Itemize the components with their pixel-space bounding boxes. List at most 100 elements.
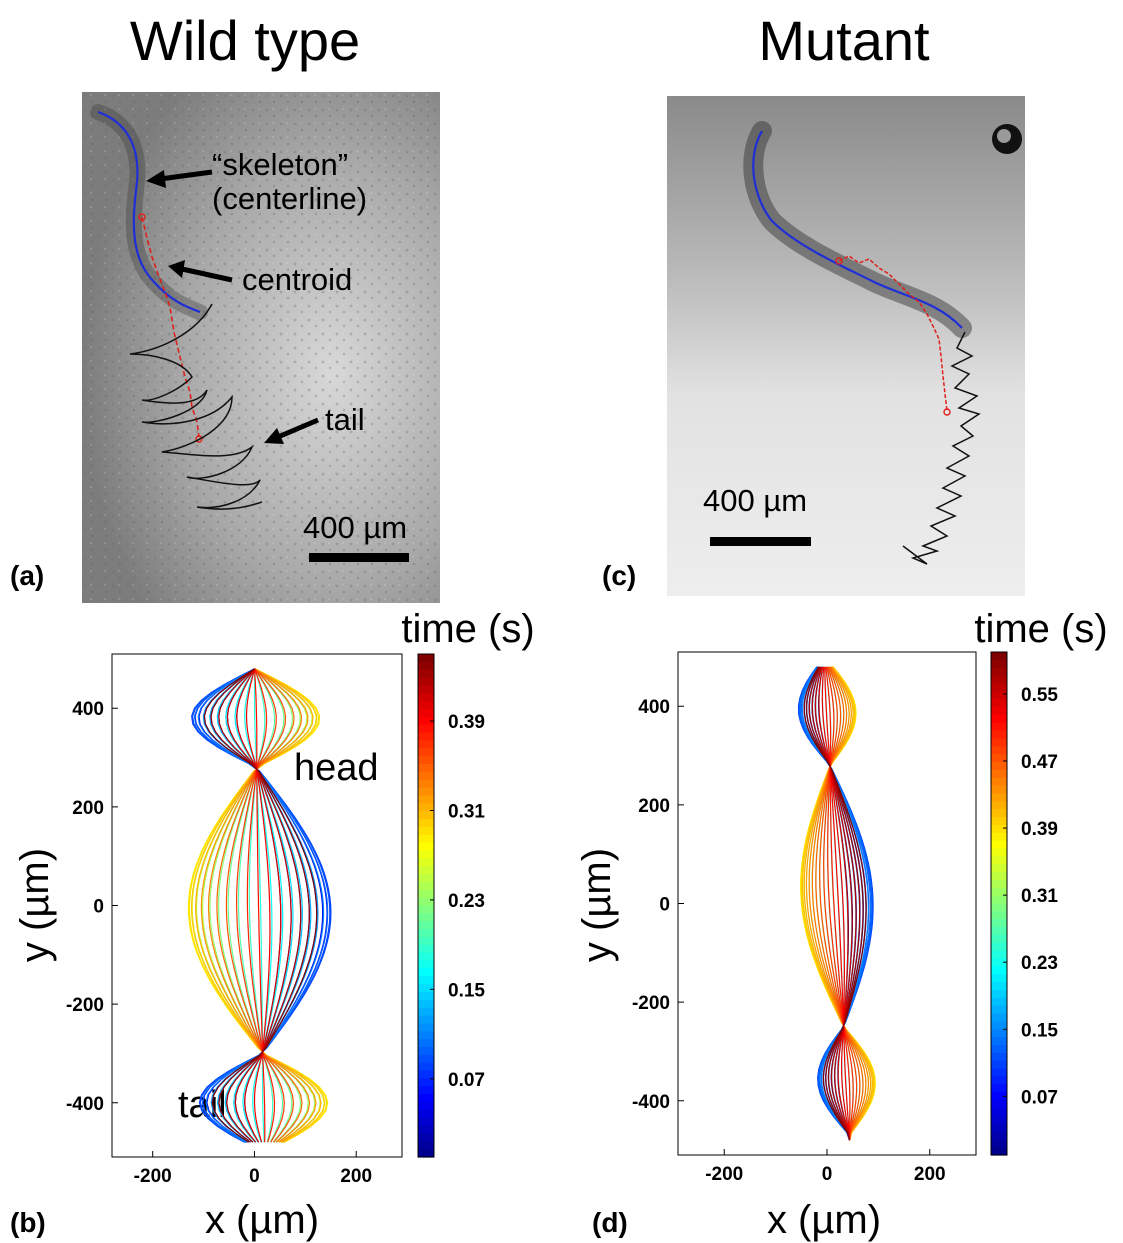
colorbar-cell: [991, 699, 1007, 708]
colorbar-tick-label: 0.47: [1021, 752, 1058, 773]
trajectory-curve: [811, 666, 857, 1141]
colorbar-cell: [991, 958, 1007, 967]
colorbar-cell: [418, 1039, 434, 1048]
tail-track: [902, 331, 981, 565]
colorbar-cell: [418, 685, 434, 694]
colorbar-cell: [991, 1115, 1007, 1125]
colorbar-tick-label: 0.15: [1021, 1020, 1058, 1041]
colorbar-cell: [418, 787, 434, 797]
colorbar-cell: [991, 1044, 1007, 1054]
trajectory-curve: [825, 666, 851, 1141]
trajectory-curve: [246, 668, 276, 1143]
chart-d: x (µm) y (µm) time (s) (d) -200 0 200-400-…: [575, 607, 1108, 1242]
colorbar-cell: [991, 864, 1007, 873]
trajectory-curve: [236, 668, 285, 1143]
colorbar-tick-label: 0.07: [448, 1070, 485, 1091]
panel-letter-b: (b): [10, 1207, 46, 1238]
colorbar-cell: [418, 976, 434, 985]
colorbar-cell: [418, 842, 434, 852]
colorbar-tick-label: 0.23: [1021, 953, 1058, 974]
y-tick-label: 400: [72, 699, 104, 720]
trajectory-curve: [821, 666, 851, 1141]
title-wild-type: Wild type: [129, 9, 361, 72]
colorbar: 0.07 0.15 0.23 0.31 0.39: [417, 653, 485, 1158]
colorbar-cell: [991, 927, 1007, 936]
colorbar-cell: [991, 683, 1007, 692]
colorbar-cell: [991, 966, 1007, 975]
y-tick-label: 200: [638, 796, 670, 817]
colorbar-cell: [991, 840, 1007, 850]
trajectory-curve: [808, 666, 870, 1141]
colorbar-cell: [418, 1062, 434, 1072]
chart-d-xlabel: x (µm): [767, 1198, 881, 1242]
colorbar-cell: [991, 872, 1007, 881]
colorbar-cell: [418, 881, 434, 891]
colorbar-cell: [991, 879, 1007, 889]
y-tick-label: 400: [638, 697, 670, 718]
colorbar-cell: [991, 777, 1007, 787]
chart-b: x (µm) y (µm) time (s) head tail (b) -20…: [10, 607, 535, 1242]
colorbar-cell: [991, 801, 1007, 810]
panel-letter-c: (c): [602, 560, 637, 591]
colorbar-cell: [418, 669, 434, 679]
chart-b-ylabel: y (µm): [13, 848, 57, 962]
colorbar-cell: [991, 1123, 1007, 1133]
colorbar-cell: [418, 944, 434, 954]
scale-bar-label-c: 400 µm: [703, 483, 808, 518]
colorbar-frame: [417, 653, 435, 1158]
colorbar-cell: [991, 769, 1007, 779]
trajectory-curve: [805, 666, 864, 1141]
colorbar-cell: [418, 866, 434, 875]
trajectory-curve: [815, 666, 864, 1141]
chart-plot-area: -200 0 200 -400 -200 0 200 400: [66, 653, 403, 1187]
colorbar-cell: [418, 819, 434, 828]
colorbar-cell: [991, 1060, 1007, 1070]
colorbar-cell: [418, 748, 434, 757]
colorbar-cell: [418, 677, 434, 687]
trajectory-curve: [207, 668, 311, 1143]
y-tick-label: 0: [659, 895, 670, 916]
colorbar-cell: [418, 929, 434, 938]
trajectory-curve: [245, 668, 271, 1143]
trajectory-curve: [824, 666, 851, 1141]
trajectory-curve: [210, 668, 310, 1143]
colorbar-cell: [418, 771, 434, 781]
colorbar-cell: [991, 1099, 1007, 1109]
colorbar-cell: [991, 1052, 1007, 1062]
colorbar-tick-label: 0.23: [448, 891, 485, 912]
colorbar-cell: [991, 714, 1007, 724]
panel-letter-a: (a): [10, 560, 45, 591]
colorbar-cell: [418, 709, 434, 718]
colorbar-cell: [418, 764, 434, 773]
colorbar-cell: [418, 968, 434, 977]
colorbar-cell: [991, 1013, 1007, 1022]
colorbar-tick-label: 0.39: [1021, 819, 1058, 840]
colorbar-cell: [418, 803, 434, 812]
colorbar-cell: [991, 989, 1007, 999]
colorbar-cell: [418, 740, 434, 749]
x-tick-label: 200: [914, 1164, 946, 1185]
trajectory-curve: [823, 666, 858, 1141]
title-mutant: Mutant: [758, 9, 930, 72]
trajectory-curve: [203, 668, 318, 1143]
colorbar-cell: [418, 999, 434, 1009]
colorbar-cell: [991, 1005, 1007, 1015]
label-tail: tail: [325, 402, 365, 437]
colorbar-cell: [418, 850, 434, 859]
x-tick-label: 200: [340, 1166, 372, 1187]
colorbar-cell: [418, 826, 434, 836]
trajectory-curve: [826, 666, 854, 1141]
colorbar-cell: [991, 832, 1007, 842]
panel-letter-d: (d): [592, 1207, 628, 1238]
trajectory-curve: [236, 668, 282, 1143]
colorbar-cell: [991, 1139, 1007, 1148]
colorbar-cell: [991, 730, 1007, 740]
y-tick-label: 200: [72, 798, 104, 819]
colorbar-cell: [418, 1141, 434, 1150]
colorbar-cell: [991, 911, 1007, 920]
panel-a-micrograph: [82, 92, 440, 603]
colorbar-cell: [418, 874, 434, 883]
colorbar-cell: [991, 691, 1007, 700]
colorbar-cell: [991, 856, 1007, 865]
colorbar-cell: [991, 793, 1007, 802]
